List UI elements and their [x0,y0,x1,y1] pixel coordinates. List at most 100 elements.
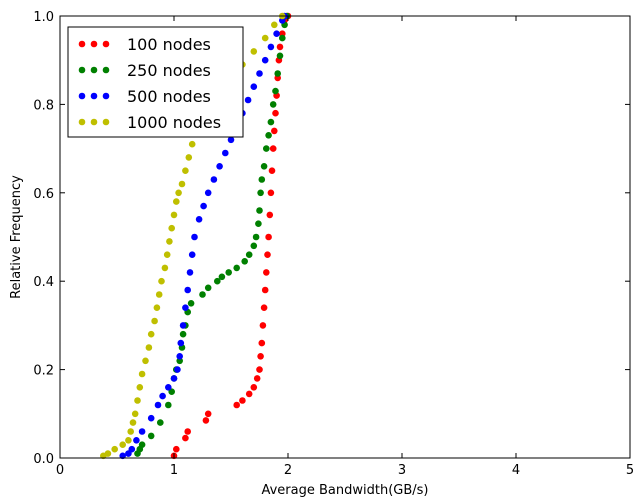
data-point [267,118,275,126]
data-point [276,52,284,60]
x-tick-label: 5 [626,463,633,478]
data-point [250,48,258,55]
data-point [260,304,268,312]
data-point [104,450,112,457]
data-point [188,140,196,148]
data-point [269,101,277,108]
data-point [174,366,181,373]
legend-marker [90,40,98,48]
series-4 [100,12,286,460]
data-point [138,428,146,435]
legend-entry: 1000 nodes [78,113,221,132]
data-point [204,189,212,197]
data-point [111,445,118,453]
data-point [165,384,172,391]
data-point [268,167,276,174]
data-point [187,300,195,307]
legend-marker [90,118,98,126]
x-tick-label: 2 [284,463,292,478]
data-point [163,251,171,258]
data-point [256,207,263,214]
data-point [250,384,258,391]
data-point [133,437,140,444]
data-point [239,397,246,404]
data-point [176,353,183,360]
data-point [261,56,269,64]
data-point [245,251,253,258]
data-point [257,189,264,197]
data-point [264,251,271,258]
x-tick-label: 1 [170,463,178,478]
legend-marker [90,92,98,100]
data-point [216,163,223,170]
data-point [177,339,185,347]
data-point [173,198,180,205]
data-point [179,330,187,338]
data-point [145,344,153,351]
data-point [147,330,155,338]
data-point [269,145,277,152]
legend-marker [78,66,86,74]
data-point [147,432,155,440]
series-2 [134,12,291,457]
legend-marker [102,66,110,74]
legend-box [67,26,244,138]
data-point [271,127,278,135]
data-point [182,167,189,174]
legend-entry: 250 nodes [78,61,211,80]
data-point [227,136,235,144]
axis-ticks: 0 1 2 3 4 5 0.0 0.2 0.4 0.6 0.8 1.0 [33,10,633,478]
series-1 [170,12,292,460]
data-point [250,83,258,90]
data-point [241,258,248,265]
y-axis-label: Relative Frequency [9,175,24,299]
data-point [158,277,165,285]
data-point [265,132,272,139]
data-point [258,339,266,347]
legend-marker [90,66,98,74]
data-point [259,322,267,329]
data-point [271,21,278,29]
legend-marker [102,40,110,48]
x-axis-label: Average Bandwidth(GB/s) [261,483,428,498]
data-point [195,216,203,223]
legend-marker [102,92,110,100]
data-point [157,419,164,426]
data-point [173,445,180,453]
data-point [267,43,275,51]
data-point [233,264,240,272]
legend-marker [78,118,86,126]
data-point [166,238,173,245]
data-point [147,414,155,422]
data-point [256,70,263,77]
data-point [266,211,274,219]
data-point [184,428,191,435]
data-point [131,410,139,418]
legend-marker [78,92,86,100]
data-point [218,273,226,281]
y-tick-label: 0.2 [33,364,54,379]
data-point [178,180,186,188]
y-tick-label: 0.8 [33,98,54,113]
data-point [245,390,253,398]
y-tick-label: 0.0 [33,452,54,467]
data-point [272,87,279,95]
data-point [153,304,161,312]
data-point [250,242,258,250]
data-point [274,70,282,77]
series-3 [119,12,288,460]
data-point [184,286,191,294]
data-point [188,251,196,258]
data-point [261,34,269,42]
data-point [170,375,178,382]
data-point [258,176,266,183]
data-point [142,357,149,365]
legend-marker [78,40,86,48]
legend-marker [102,118,110,126]
data-point [255,220,262,227]
legend-entry: 100 nodes [78,35,211,54]
data-point [136,384,144,391]
y-tick-label: 0.4 [33,275,54,290]
data-point [257,353,264,360]
